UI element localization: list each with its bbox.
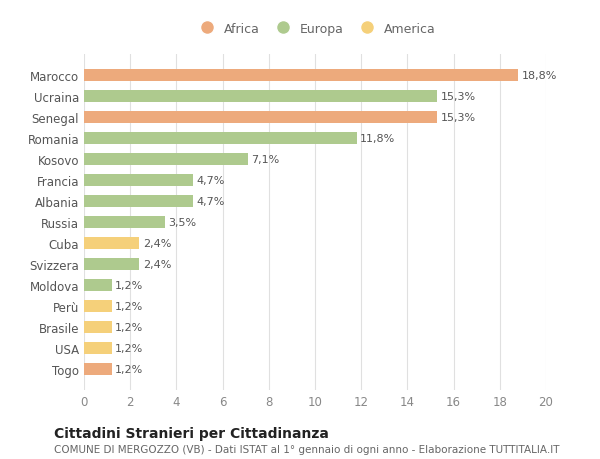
Text: 1,2%: 1,2% bbox=[115, 322, 143, 332]
Bar bbox=[84, 70, 518, 82]
Bar bbox=[84, 175, 193, 186]
Bar bbox=[84, 133, 356, 145]
Legend: Africa, Europa, America: Africa, Europa, America bbox=[189, 18, 441, 41]
Bar bbox=[84, 154, 248, 166]
Text: 15,3%: 15,3% bbox=[441, 113, 476, 123]
Text: COMUNE DI MERGOZZO (VB) - Dati ISTAT al 1° gennaio di ogni anno - Elaborazione T: COMUNE DI MERGOZZO (VB) - Dati ISTAT al … bbox=[54, 444, 560, 454]
Text: 2,4%: 2,4% bbox=[143, 259, 171, 269]
Bar bbox=[84, 217, 165, 229]
Text: 7,1%: 7,1% bbox=[251, 155, 280, 165]
Bar bbox=[84, 280, 112, 291]
Text: 18,8%: 18,8% bbox=[522, 71, 557, 81]
Bar bbox=[84, 322, 112, 333]
Bar bbox=[84, 342, 112, 354]
Text: 1,2%: 1,2% bbox=[115, 343, 143, 353]
Bar bbox=[84, 91, 437, 103]
Text: 4,7%: 4,7% bbox=[196, 197, 224, 207]
Text: 1,2%: 1,2% bbox=[115, 302, 143, 311]
Text: 15,3%: 15,3% bbox=[441, 92, 476, 102]
Bar bbox=[84, 259, 139, 270]
Bar bbox=[84, 364, 112, 375]
Text: 3,5%: 3,5% bbox=[169, 218, 196, 228]
Bar bbox=[84, 238, 139, 249]
Text: Cittadini Stranieri per Cittadinanza: Cittadini Stranieri per Cittadinanza bbox=[54, 426, 329, 440]
Text: 1,2%: 1,2% bbox=[115, 364, 143, 374]
Text: 4,7%: 4,7% bbox=[196, 176, 224, 186]
Text: 1,2%: 1,2% bbox=[115, 280, 143, 291]
Bar bbox=[84, 301, 112, 312]
Bar bbox=[84, 112, 437, 123]
Text: 2,4%: 2,4% bbox=[143, 239, 171, 248]
Bar bbox=[84, 196, 193, 207]
Text: 11,8%: 11,8% bbox=[360, 134, 395, 144]
